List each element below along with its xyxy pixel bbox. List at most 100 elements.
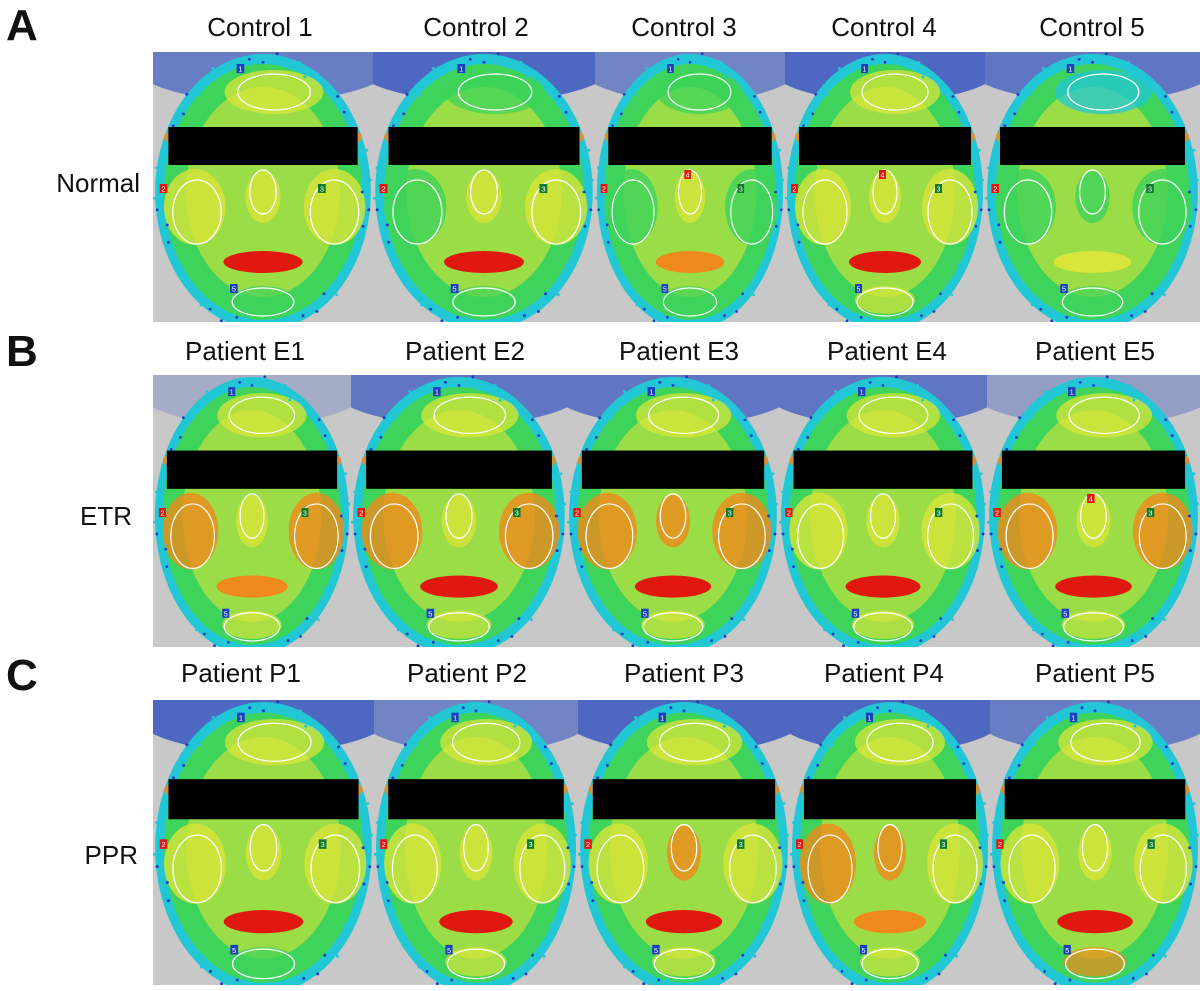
- edge-speckle: [1077, 57, 1081, 61]
- edge-speckle: [556, 293, 560, 297]
- roi-marker-box: [1060, 284, 1068, 293]
- edge-speckle: [778, 895, 782, 899]
- edge-speckle: [1034, 75, 1038, 79]
- edge-speckle: [1144, 635, 1148, 638]
- edge-speckle: [1112, 65, 1116, 69]
- edge-speckle: [809, 416, 813, 420]
- lips-heat: [854, 910, 926, 934]
- edge-speckle: [1167, 934, 1171, 938]
- eye-redaction-bar: [799, 127, 971, 165]
- panel-letter-a: A: [6, 1, 38, 50]
- edge-speckle: [574, 251, 578, 254]
- roi-left-cheek-outline: [392, 179, 443, 245]
- roi-right-cheek-outline: [309, 179, 360, 245]
- edge-speckle: [353, 490, 357, 494]
- edge-speckle: [1188, 895, 1192, 899]
- edge-speckle: [570, 802, 574, 806]
- roi-marker-number: 4: [881, 173, 885, 180]
- chin-heat: [851, 610, 915, 639]
- edge-speckle: [639, 75, 642, 79]
- edge-speckle: [182, 416, 185, 420]
- edge-speckle: [774, 236, 778, 240]
- roi-chin-outline: [223, 612, 281, 642]
- edge-speckle: [591, 899, 595, 903]
- edge-speckle: [508, 709, 512, 713]
- forehead-heat: [656, 70, 743, 114]
- edge-speckle: [475, 646, 479, 647]
- edge-speckle: [569, 490, 573, 494]
- edge-speckle: [293, 320, 297, 322]
- edge-speckle: [760, 762, 764, 766]
- edge-speckle: [1147, 398, 1151, 402]
- edge-speckle: [174, 591, 178, 595]
- edge-speckle: [543, 745, 547, 749]
- edge-speckle: [688, 60, 692, 64]
- edge-speckle: [359, 162, 363, 166]
- edge-speckle: [1194, 532, 1198, 536]
- edge-speckle: [988, 178, 992, 182]
- edge-speckle: [842, 715, 846, 719]
- roi-chin-outline: [428, 612, 490, 642]
- roi-nose-outline: [249, 169, 277, 215]
- edge-speckle: [155, 532, 159, 536]
- edge-speckle: [675, 643, 679, 647]
- chin-heat: [1060, 286, 1125, 314]
- roi-nose-outline: [1078, 169, 1107, 215]
- edge-speckle: [883, 60, 887, 64]
- edge-speckle: [391, 776, 395, 780]
- edge-speckle: [579, 547, 583, 551]
- edge-speckle: [1123, 645, 1127, 647]
- edge-speckle: [621, 743, 625, 747]
- roi-marker-number: 3: [320, 185, 324, 194]
- edge-speckle: [153, 852, 156, 856]
- edge-speckle: [418, 93, 422, 97]
- edge-speckle: [368, 865, 372, 869]
- roi-marker-number: 5: [862, 946, 866, 955]
- edge-speckle: [665, 978, 669, 982]
- edge-speckle: [421, 724, 425, 728]
- edge-speckle: [989, 532, 993, 536]
- edge-speckle: [1163, 954, 1167, 958]
- edge-speckle: [1170, 110, 1174, 114]
- edge-speckle: [1130, 639, 1134, 643]
- edge-speckle: [842, 644, 846, 647]
- edge-speckle: [302, 976, 306, 980]
- edge-speckle: [1075, 640, 1079, 644]
- edge-speckle: [1043, 390, 1047, 393]
- edge-speckle: [951, 95, 955, 98]
- edge-speckle: [347, 502, 351, 506]
- roi-marker-box: [993, 507, 1001, 518]
- roi-marker-number: 2: [359, 509, 363, 518]
- edge-speckle: [819, 743, 823, 747]
- roi-marker-box: [861, 64, 868, 73]
- edge-speckle: [1192, 148, 1196, 152]
- edge-speckle: [606, 943, 610, 947]
- thermal-face-image: 1 2 3 5: [373, 52, 595, 322]
- edge-speckle: [975, 514, 979, 518]
- edge-speckle: [1124, 983, 1128, 985]
- edge-speckle: [596, 166, 600, 170]
- edge-speckle: [465, 315, 469, 319]
- edge-speckle: [336, 95, 340, 98]
- edge-speckle: [446, 63, 450, 67]
- edge-speckle: [647, 712, 651, 716]
- edge-speckle: [776, 816, 780, 820]
- edge-speckle: [1131, 75, 1135, 79]
- edge-speckle: [645, 67, 648, 70]
- roi-forehead-outline: [858, 396, 929, 435]
- edge-speckle: [974, 486, 978, 490]
- edge-speckle: [885, 643, 889, 647]
- edge-speckle: [487, 700, 491, 704]
- edge-speckle: [837, 67, 841, 70]
- edge-speckle: [759, 575, 763, 579]
- edge-speckle: [1057, 386, 1061, 390]
- edge-speckle: [283, 65, 287, 69]
- edge-speckle: [474, 709, 478, 713]
- edge-speckle: [944, 412, 948, 416]
- edge-speckle: [1043, 969, 1047, 973]
- roi-marker-number: 2: [586, 840, 590, 849]
- edge-speckle: [904, 984, 908, 985]
- edge-speckle: [161, 150, 165, 154]
- roi-left-cheek-outline: [391, 834, 438, 904]
- roi-marker-box: [726, 507, 734, 518]
